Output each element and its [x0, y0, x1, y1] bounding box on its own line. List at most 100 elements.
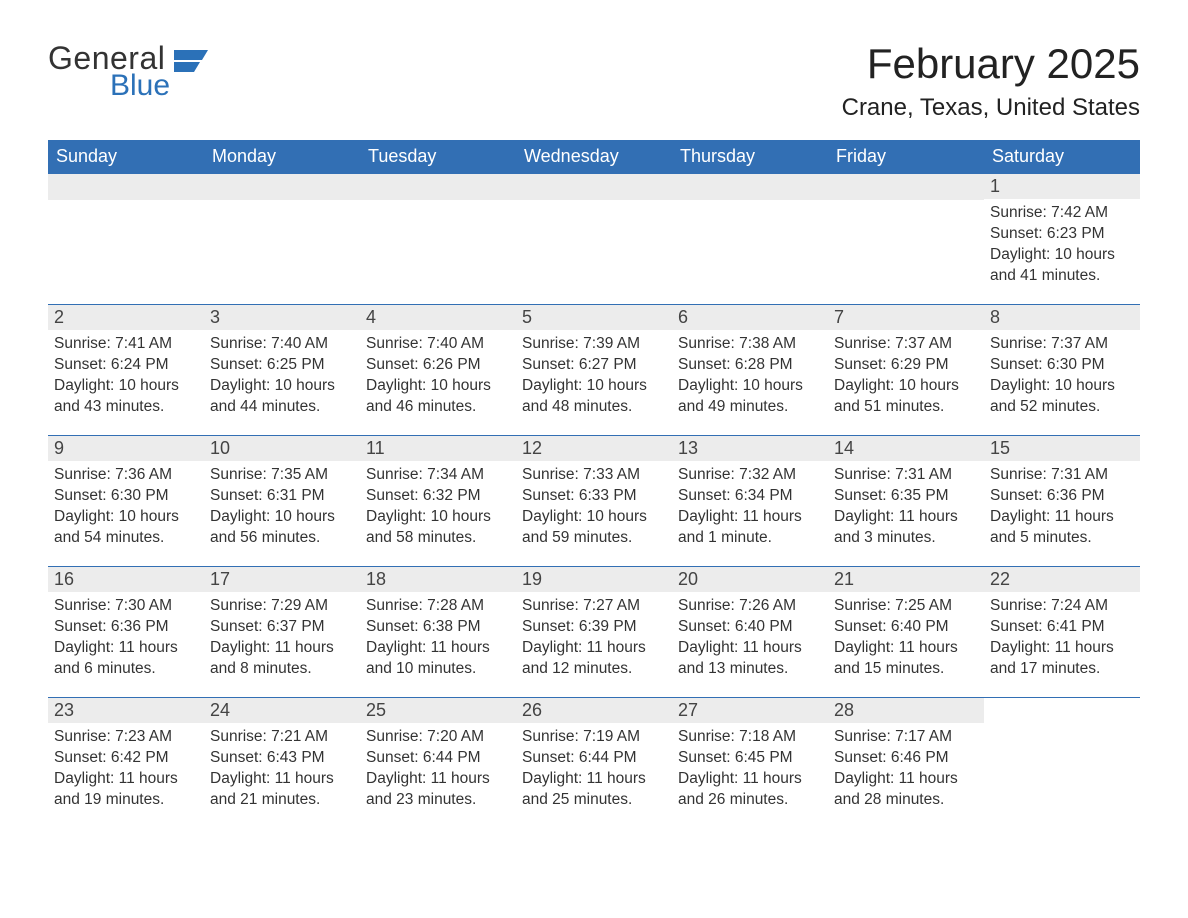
- sunset-line: Sunset: 6:35 PM: [834, 486, 978, 507]
- sunset-line: Sunset: 6:26 PM: [366, 355, 510, 376]
- sunrise-line: Sunrise: 7:19 AM: [522, 727, 666, 748]
- weekday-friday: Friday: [828, 140, 984, 173]
- weekday-monday: Monday: [204, 140, 360, 173]
- empty-cell: [672, 174, 828, 304]
- daylight-line: Daylight: 10 hours and 49 minutes.: [678, 376, 822, 418]
- day-info: Sunrise: 7:32 AMSunset: 6:34 PMDaylight:…: [678, 465, 822, 549]
- location: Crane, Texas, United States: [842, 94, 1140, 122]
- day-cell-13: 13 Sunrise: 7:32 AMSunset: 6:34 PMDayligh…: [672, 436, 828, 566]
- day-info: Sunrise: 7:19 AMSunset: 6:44 PMDaylight:…: [522, 727, 666, 811]
- day-info: Sunrise: 7:39 AMSunset: 6:27 PMDaylight:…: [522, 334, 666, 418]
- day-info: Sunrise: 7:28 AMSunset: 6:38 PMDaylight:…: [366, 596, 510, 680]
- day-cell-27: 27Sunrise: 7:18 AMSunset: 6:45 PMDayligh…: [672, 698, 828, 828]
- day-number: 17: [204, 567, 360, 592]
- sunset-line: Sunset: 6:31 PM: [210, 486, 354, 507]
- day-info: Sunrise: 7:31 AMSunset: 6:35 PMDaylight:…: [834, 465, 978, 549]
- day-number: 13: [672, 436, 828, 461]
- sunset-line: Sunset: 6:34 PM: [678, 486, 822, 507]
- sunset-line: Sunset: 6:43 PM: [210, 748, 354, 769]
- day-cell-16: 16Sunrise: 7:30 AMSunset: 6:36 PMDayligh…: [48, 567, 204, 697]
- daylight-line: Daylight: 10 hours and 54 minutes.: [54, 507, 198, 549]
- daylight-line: Daylight: 10 hours and 56 minutes.: [210, 507, 354, 549]
- day-number-bar: [672, 174, 828, 200]
- sunset-line: Sunset: 6:36 PM: [54, 617, 198, 638]
- day-cell-26: 26Sunrise: 7:19 AMSunset: 6:44 PMDayligh…: [516, 698, 672, 828]
- week-row: 16Sunrise: 7:30 AMSunset: 6:36 PMDayligh…: [48, 566, 1140, 697]
- sunset-line: Sunset: 6:32 PM: [366, 486, 510, 507]
- sunrise-line: Sunrise: 7:37 AM: [990, 334, 1134, 355]
- sunrise-line: Sunrise: 7:26 AM: [678, 596, 822, 617]
- daylight-line: Daylight: 10 hours and 46 minutes.: [366, 376, 510, 418]
- day-info: Sunrise: 7:20 AMSunset: 6:44 PMDaylight:…: [366, 727, 510, 811]
- day-number-bar: [204, 174, 360, 200]
- daylight-line: Daylight: 11 hours and 1 minute.: [678, 507, 822, 549]
- day-number: 20: [672, 567, 828, 592]
- day-info: Sunrise: 7:37 AMSunset: 6:30 PMDaylight:…: [990, 334, 1134, 418]
- day-cell-4: 4Sunrise: 7:40 AMSunset: 6:26 PMDaylight…: [360, 305, 516, 435]
- sunrise-line: Sunrise: 7:37 AM: [834, 334, 978, 355]
- sunrise-line: Sunrise: 7:31 AM: [834, 465, 978, 486]
- day-cell-10: 10Sunrise: 7:35 AMSunset: 6:31 PMDayligh…: [204, 436, 360, 566]
- sunset-line: Sunset: 6:42 PM: [54, 748, 198, 769]
- day-info: Sunrise: 7:34 AMSunset: 6:32 PMDaylight:…: [366, 465, 510, 549]
- day-number: 10: [204, 436, 360, 461]
- day-info: Sunrise: 7:17 AMSunset: 6:46 PMDaylight:…: [834, 727, 978, 811]
- day-number: 15: [984, 436, 1140, 461]
- week-row: 23Sunrise: 7:23 AMSunset: 6:42 PMDayligh…: [48, 697, 1140, 828]
- sunset-line: Sunset: 6:27 PM: [522, 355, 666, 376]
- sunset-line: Sunset: 6:41 PM: [990, 617, 1134, 638]
- logo-text: General Blue: [48, 40, 170, 103]
- day-info: Sunrise: 7:18 AMSunset: 6:45 PMDaylight:…: [678, 727, 822, 811]
- daylight-line: Daylight: 10 hours and 59 minutes.: [522, 507, 666, 549]
- sunrise-line: Sunrise: 7:39 AM: [522, 334, 666, 355]
- page-header: General Blue February 2025 Crane, Texas,…: [48, 40, 1140, 122]
- daylight-line: Daylight: 11 hours and 5 minutes.: [990, 507, 1134, 549]
- sunset-line: Sunset: 6:36 PM: [990, 486, 1134, 507]
- week-row: 2Sunrise: 7:41 AMSunset: 6:24 PMDaylight…: [48, 304, 1140, 435]
- daylight-line: Daylight: 11 hours and 25 minutes.: [522, 769, 666, 811]
- empty-cell: [48, 174, 204, 304]
- day-number-bar: [984, 698, 1140, 724]
- day-number: 19: [516, 567, 672, 592]
- day-info: Sunrise: 7:40 AMSunset: 6:25 PMDaylight:…: [210, 334, 354, 418]
- sunrise-line: Sunrise: 7:36 AM: [54, 465, 198, 486]
- day-info: Sunrise: 7:29 AMSunset: 6:37 PMDaylight:…: [210, 596, 354, 680]
- daylight-line: Daylight: 10 hours and 43 minutes.: [54, 376, 198, 418]
- day-number-bar: [48, 174, 204, 200]
- day-cell-11: 11 Sunrise: 7:34 AMSunset: 6:32 PMDayligh…: [360, 436, 516, 566]
- daylight-line: Daylight: 11 hours and 8 minutes.: [210, 638, 354, 680]
- daylight-line: Daylight: 10 hours and 51 minutes.: [834, 376, 978, 418]
- day-cell-22: 22 Sunrise: 7:24 AMSunset: 6:41 PMDayligh…: [984, 567, 1140, 697]
- daylight-line: Daylight: 11 hours and 19 minutes.: [54, 769, 198, 811]
- daylight-line: Daylight: 11 hours and 23 minutes.: [366, 769, 510, 811]
- daylight-line: Daylight: 10 hours and 58 minutes.: [366, 507, 510, 549]
- sunset-line: Sunset: 6:45 PM: [678, 748, 822, 769]
- day-cell-19: 19Sunrise: 7:27 AMSunset: 6:39 PMDayligh…: [516, 567, 672, 697]
- day-number: 3: [204, 305, 360, 330]
- daylight-line: Daylight: 11 hours and 17 minutes.: [990, 638, 1134, 680]
- day-info: Sunrise: 7:33 AMSunset: 6:33 PMDaylight:…: [522, 465, 666, 549]
- day-cell-8: 8Sunrise: 7:37 AMSunset: 6:30 PMDaylight…: [984, 305, 1140, 435]
- day-info: Sunrise: 7:42 AMSunset: 6:23 PMDaylight:…: [990, 203, 1134, 287]
- day-info: Sunrise: 7:25 AMSunset: 6:40 PMDaylight:…: [834, 596, 978, 680]
- sunrise-line: Sunrise: 7:24 AM: [990, 596, 1134, 617]
- day-number: 22: [984, 567, 1140, 592]
- day-number: 11: [360, 436, 516, 461]
- day-info: Sunrise: 7:24 AMSunset: 6:41 PMDaylight:…: [990, 596, 1134, 680]
- day-number: 1: [984, 174, 1140, 199]
- day-cell-28: 28Sunrise: 7:17 AMSunset: 6:46 PMDayligh…: [828, 698, 984, 828]
- sunrise-line: Sunrise: 7:30 AM: [54, 596, 198, 617]
- sunrise-line: Sunrise: 7:41 AM: [54, 334, 198, 355]
- weekday-sunday: Sunday: [48, 140, 204, 173]
- weekday-wednesday: Wednesday: [516, 140, 672, 173]
- weekday-thursday: Thursday: [672, 140, 828, 173]
- sunset-line: Sunset: 6:40 PM: [834, 617, 978, 638]
- sunrise-line: Sunrise: 7:33 AM: [522, 465, 666, 486]
- sunrise-line: Sunrise: 7:40 AM: [210, 334, 354, 355]
- day-cell-20: 20Sunrise: 7:26 AMSunset: 6:40 PMDayligh…: [672, 567, 828, 697]
- sunrise-line: Sunrise: 7:31 AM: [990, 465, 1134, 486]
- sunrise-line: Sunrise: 7:32 AM: [678, 465, 822, 486]
- sunset-line: Sunset: 6:28 PM: [678, 355, 822, 376]
- day-number: 2: [48, 305, 204, 330]
- day-number: 25: [360, 698, 516, 723]
